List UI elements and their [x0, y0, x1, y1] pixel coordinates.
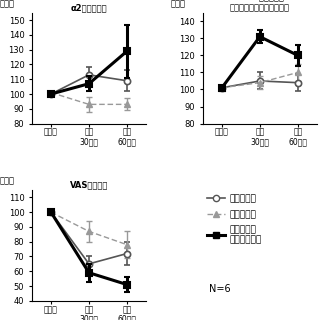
Y-axis label: （％）: （％）: [0, 0, 14, 8]
Title: ATMT有効活用度
（ワーキングメモリー）の: ATMT有効活用度 （ワーキングメモリー）の: [230, 0, 290, 12]
Y-axis label: （％）: （％）: [0, 177, 14, 186]
Text: N=6: N=6: [209, 284, 230, 294]
Title: α2波の変化率: α2波の変化率: [71, 3, 107, 12]
Legend: カフェイン, アルギニン, カフェイン
＋アルギニン: カフェイン, アルギニン, カフェイン ＋アルギニン: [207, 195, 261, 244]
Title: VASの変化率: VASの変化率: [70, 180, 108, 189]
Y-axis label: （％）: （％）: [170, 0, 185, 8]
